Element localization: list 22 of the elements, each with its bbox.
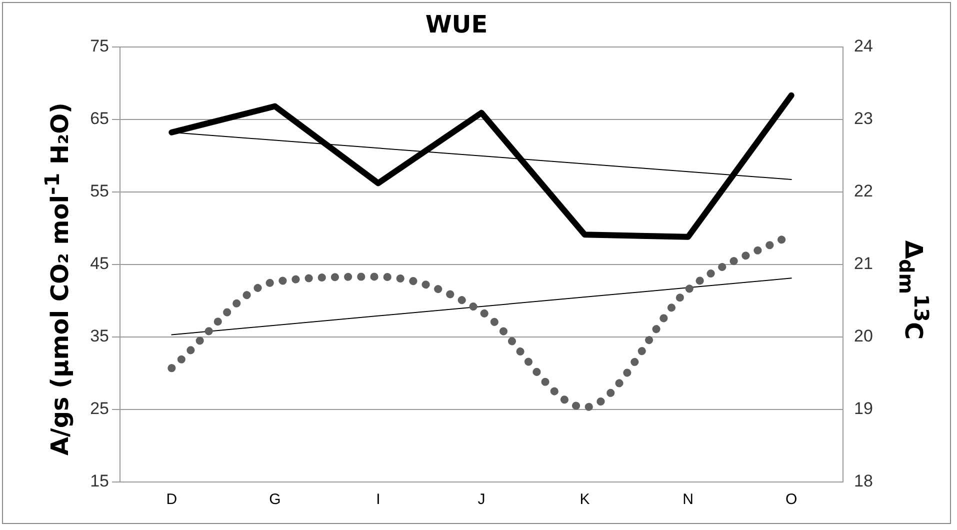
y2-tick-label: 23	[854, 109, 873, 128]
y-tick-label: 25	[90, 399, 109, 418]
x-tick-label: K	[580, 491, 590, 508]
y2-tick-label: 19	[854, 399, 873, 418]
x-tick-label: J	[478, 491, 486, 508]
y-tick-label: 55	[90, 182, 109, 201]
x-tick-label: N	[682, 491, 694, 508]
y2-tick-label: 20	[854, 326, 873, 346]
y-tick-label: 75	[90, 36, 109, 56]
y-tick-label: 15	[90, 472, 109, 491]
x-tick-label: O	[786, 491, 798, 508]
y2-tick-label: 21	[854, 254, 873, 274]
y-tick-label: 45	[90, 254, 109, 274]
x-tick-label: I	[376, 491, 380, 508]
y-tick-label: 65	[90, 109, 109, 128]
y2-tick-label: 22	[854, 182, 873, 201]
y2-tick-label: 18	[854, 472, 873, 491]
y2-tick-label: 24	[854, 36, 873, 56]
x-tick-label: G	[269, 491, 281, 508]
chart-title: WUE	[425, 10, 488, 39]
x-tick-label: D	[166, 491, 178, 508]
y-tick-label: 35	[90, 326, 109, 346]
